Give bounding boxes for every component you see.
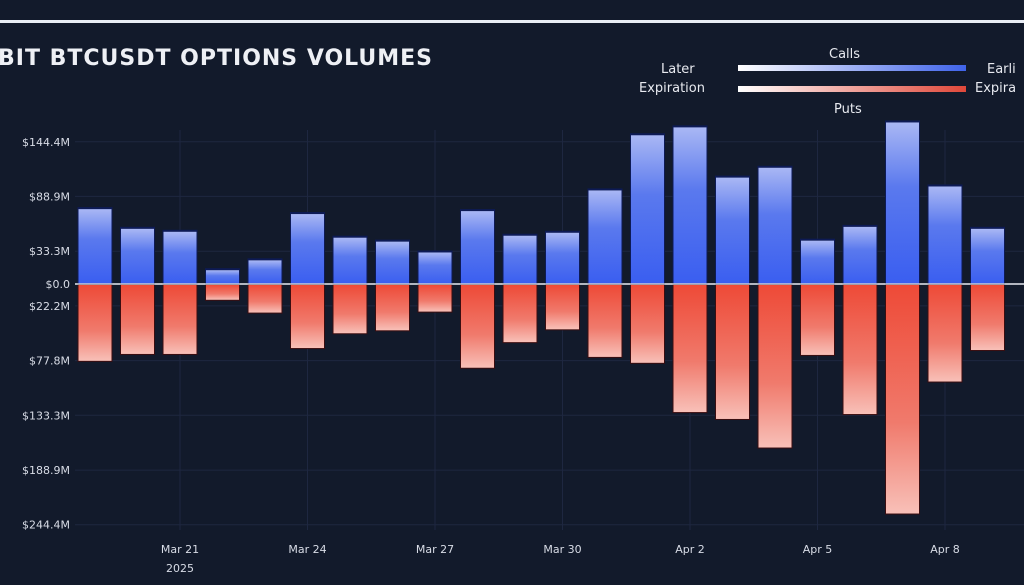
y-tick-label: $188.9M — [22, 464, 70, 477]
x-tick-label: Mar 30 — [543, 543, 581, 556]
chart-title: BIT BTCUSDT OPTIONS VOLUMES — [0, 46, 434, 71]
call-bar — [206, 270, 239, 284]
legend-expiration-label: Expiration — [639, 81, 705, 96]
put-bar — [631, 285, 664, 363]
y-tick-label: $22.2M — [29, 300, 70, 313]
call-bar — [631, 135, 664, 284]
legend-calls-gradient — [738, 65, 966, 71]
x-tick-label: Apr 5 — [803, 543, 833, 556]
call-bar — [503, 235, 537, 284]
put-bar — [333, 285, 367, 334]
put-bar — [673, 285, 707, 413]
call-bar — [248, 260, 282, 284]
put-bar — [503, 285, 537, 343]
call-bar — [163, 231, 197, 284]
y-tick-label: $33.3M — [29, 245, 70, 258]
x-tick-label: Apr 2 — [675, 543, 705, 556]
legend-expiration-right-label: Expira — [975, 81, 1017, 96]
x-tick-label: Mar 24 — [288, 543, 326, 556]
call-bar — [928, 186, 962, 284]
legend-puts-label: Puts — [834, 102, 862, 117]
call-bar — [546, 232, 579, 284]
y-tick-label: $244.4M — [22, 519, 70, 532]
x-tick-label: Mar 21 — [161, 543, 199, 556]
call-bar — [376, 241, 409, 284]
call-bar — [78, 209, 112, 284]
legend-puts-gradient — [738, 86, 966, 92]
put-bar — [461, 285, 494, 368]
top-divider — [0, 20, 1024, 23]
call-bar — [291, 214, 324, 284]
y-tick-label: $133.3M — [22, 409, 70, 422]
put-bar — [248, 285, 282, 313]
put-bar — [376, 285, 409, 331]
put-bar — [928, 285, 962, 382]
call-bar — [418, 252, 452, 284]
y-tick-label: $88.9M — [29, 190, 70, 203]
call-bar — [886, 122, 919, 285]
put-bar — [418, 285, 452, 312]
put-bar — [716, 285, 749, 419]
put-bar — [206, 285, 239, 300]
legend-earlier-label: Earli — [987, 62, 1016, 77]
call-bar — [716, 177, 749, 284]
legend-calls-label: Calls — [829, 47, 861, 62]
put-bar — [78, 285, 112, 361]
put-bar — [758, 285, 792, 448]
x-tick-label: Apr 8 — [930, 543, 960, 556]
call-bar — [801, 240, 834, 284]
y-tick-label: $144.4M — [22, 136, 70, 149]
call-bar — [843, 226, 877, 284]
x-tick-label: Mar 27 — [416, 543, 454, 556]
put-bar — [121, 285, 154, 354]
put-bar — [163, 285, 197, 354]
call-bar — [673, 127, 707, 284]
call-bar — [461, 211, 494, 284]
put-bar — [843, 285, 877, 415]
put-bar — [886, 285, 919, 514]
put-bar — [801, 285, 834, 355]
y-tick-label: $77.8M — [29, 355, 70, 368]
x-tick-year-label: 2025 — [166, 562, 194, 575]
put-bar — [588, 285, 622, 357]
put-bar — [546, 285, 579, 330]
call-bar — [758, 167, 792, 284]
call-bar — [971, 228, 1004, 284]
call-bar — [121, 228, 154, 284]
put-bar — [291, 285, 324, 349]
call-bar — [588, 190, 622, 284]
call-bar — [333, 237, 367, 284]
y-tick-label: $0.0 — [46, 278, 71, 291]
legend-later-label: Later — [661, 62, 695, 77]
put-bar — [971, 285, 1004, 351]
